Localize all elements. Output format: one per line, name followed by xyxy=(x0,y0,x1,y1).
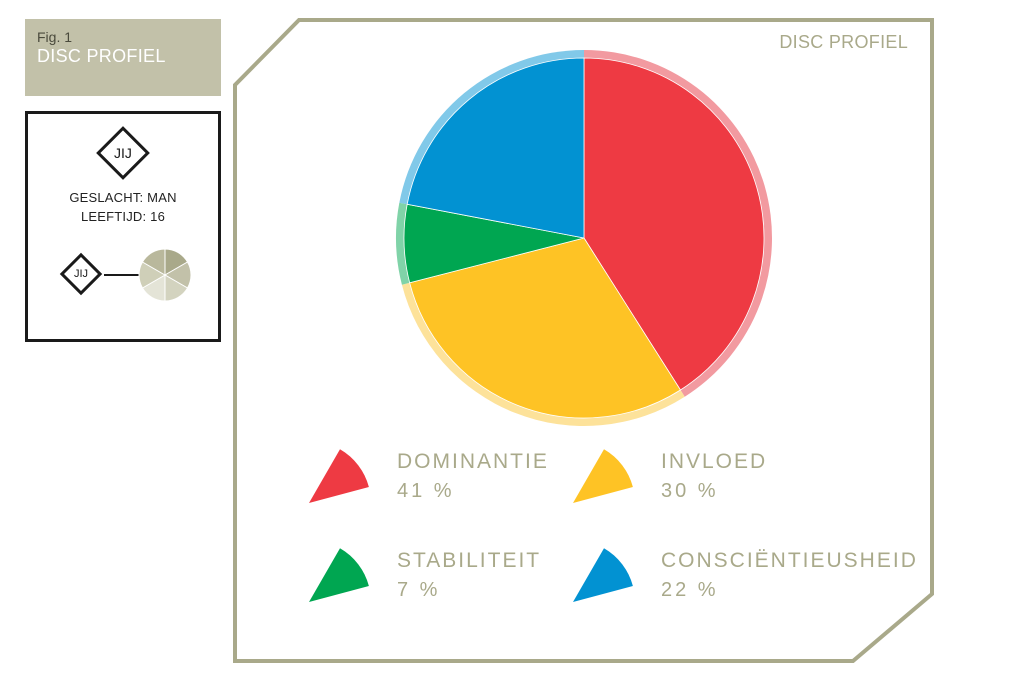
legend-label-dominantie: DOMINANTIE xyxy=(397,450,549,473)
mini-pie-segment xyxy=(141,248,166,276)
legend-swatch-dominantie-icon xyxy=(309,449,369,503)
gender-text: GESLACHT: MAN xyxy=(69,190,177,205)
legend-value-invloed: 30 % xyxy=(661,480,719,502)
figure-title: DISC PROFIEL xyxy=(37,46,166,66)
profile-card: JIJ GESLACHT: MAN LEEFTIJD: 16 JIJ xyxy=(25,111,221,342)
legend-value-stabiliteit: 7 % xyxy=(397,579,441,601)
disc-mini-pie-icon xyxy=(138,248,192,302)
legend-label-conscientieusheid: CONSCIËNTIEUSHEID xyxy=(661,549,918,572)
figure-header: Fig. 1 DISC PROFIEL xyxy=(25,19,221,96)
age-text: LEEFTIJD: 16 xyxy=(80,209,166,224)
badge-small-text: JIJ xyxy=(73,268,89,280)
badge-large-text: JIJ xyxy=(114,145,132,161)
panel-frame xyxy=(233,18,934,663)
legend-swatch-invloed-icon xyxy=(573,449,633,503)
legend-label-invloed: INVLOED xyxy=(661,450,768,473)
connector-line xyxy=(104,274,142,276)
figure-label: Fig. 1 xyxy=(37,29,73,45)
pie-slice-conscientieusheid xyxy=(406,57,585,239)
legend-value-dominantie: 41 % xyxy=(397,480,455,502)
legend-swatch-conscientieusheid-icon xyxy=(573,548,633,602)
legend-icons xyxy=(309,449,633,602)
pie-chart xyxy=(396,50,772,426)
legend-label-stabiliteit: STABILITEIT xyxy=(397,549,542,572)
panel-title: DISC PROFIEL xyxy=(779,32,908,52)
pie-slice-dominantie xyxy=(583,57,765,391)
pie-slice-invloed xyxy=(409,237,682,419)
legend-swatch-stabiliteit-icon xyxy=(309,548,369,602)
legend-value-conscientieusheid: 22 % xyxy=(661,579,719,601)
